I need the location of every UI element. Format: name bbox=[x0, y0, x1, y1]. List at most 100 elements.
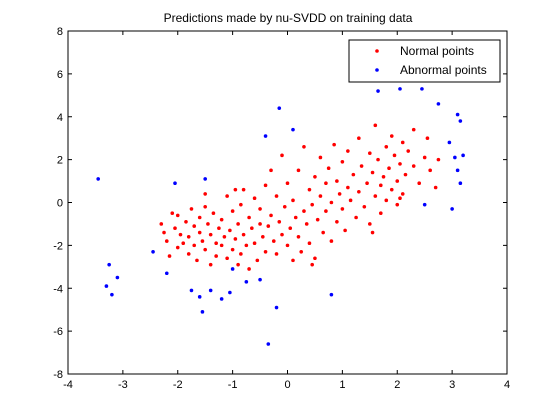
normal-point bbox=[425, 136, 430, 140]
normal-point bbox=[263, 250, 268, 254]
normal-point bbox=[398, 196, 402, 201]
normal-point bbox=[203, 247, 207, 252]
normal-point bbox=[233, 237, 238, 241]
normal-point bbox=[299, 250, 304, 254]
normal-point bbox=[381, 174, 386, 179]
normal-point bbox=[288, 226, 293, 231]
normal-point bbox=[236, 222, 240, 226]
normal-point bbox=[211, 211, 216, 216]
normal-point bbox=[359, 164, 364, 168]
normal-point bbox=[230, 209, 235, 213]
normal-point bbox=[217, 226, 221, 231]
abnormal-point bbox=[420, 87, 424, 91]
normal-point bbox=[244, 243, 249, 248]
normal-point bbox=[266, 224, 271, 228]
normal-point bbox=[189, 207, 194, 211]
normal-point bbox=[291, 258, 295, 263]
normal-point bbox=[282, 204, 287, 209]
normal-point bbox=[318, 194, 323, 198]
normal-point bbox=[255, 258, 260, 263]
normal-point bbox=[389, 134, 394, 138]
normal-point bbox=[346, 185, 350, 190]
abnormal-point bbox=[274, 305, 279, 310]
chart-title: Predictions made by nu-SVDD on training … bbox=[164, 11, 413, 25]
normal-point bbox=[271, 239, 276, 243]
abnormal-point bbox=[115, 275, 120, 280]
x-tick-label: -2 bbox=[173, 379, 183, 391]
abnormal-point bbox=[329, 292, 334, 297]
normal-point bbox=[422, 155, 427, 160]
y-tick-label: 6 bbox=[57, 69, 63, 81]
normal-point bbox=[310, 262, 314, 267]
normal-point bbox=[261, 235, 265, 239]
normal-point bbox=[233, 187, 238, 192]
abnormal-point bbox=[96, 177, 100, 181]
abnormal-point bbox=[291, 127, 295, 132]
normal-point bbox=[252, 241, 257, 246]
legend-label-abnormal: Abnormal points bbox=[400, 63, 487, 77]
normal-point bbox=[181, 241, 186, 246]
abnormal-point bbox=[266, 342, 271, 346]
normal-point bbox=[398, 162, 402, 166]
normal-point bbox=[326, 166, 331, 170]
normal-point bbox=[368, 151, 372, 155]
normal-point bbox=[346, 149, 350, 153]
normal-point bbox=[324, 209, 328, 213]
normal-point bbox=[389, 187, 394, 192]
abnormal-point bbox=[277, 106, 282, 110]
normal-point bbox=[269, 168, 273, 173]
normal-point bbox=[335, 179, 339, 183]
normal-point bbox=[318, 155, 323, 160]
y-tick-label: 4 bbox=[57, 112, 63, 124]
normal-point bbox=[250, 226, 254, 231]
abnormal-point bbox=[203, 177, 207, 181]
normal-point bbox=[228, 228, 232, 233]
abnormal-point bbox=[422, 202, 427, 207]
axis-ticks: -4 -3 -2 -1 0 1 2 3 4 -8 -6 -4 -2 0 2 4 6 8 bbox=[53, 26, 510, 391]
normal-point bbox=[307, 187, 312, 192]
normal-point bbox=[433, 185, 438, 190]
normal-point bbox=[247, 215, 251, 220]
normal-point bbox=[214, 254, 218, 258]
normal-point bbox=[417, 181, 422, 186]
abnormal-point bbox=[107, 262, 111, 267]
normal-point bbox=[403, 172, 408, 177]
normal-point bbox=[263, 183, 268, 188]
x-tick-label: 3 bbox=[449, 379, 455, 391]
abnormal-point bbox=[200, 310, 205, 314]
normal-point bbox=[214, 241, 218, 246]
normal-point bbox=[370, 230, 375, 235]
x-tick-label: 2 bbox=[394, 379, 400, 391]
abnormal-point bbox=[263, 134, 268, 138]
normal-point bbox=[313, 256, 317, 261]
normal-point bbox=[203, 204, 207, 209]
normal-point bbox=[329, 200, 334, 205]
y-tick-label: -2 bbox=[53, 240, 63, 252]
normal-point bbox=[241, 232, 246, 237]
normal-point bbox=[247, 267, 251, 271]
normal-point bbox=[307, 241, 312, 246]
normal-point bbox=[411, 127, 416, 132]
normal-point bbox=[206, 222, 210, 226]
abnormal-point bbox=[173, 181, 177, 186]
normal-point bbox=[302, 144, 306, 149]
normal-point bbox=[274, 194, 279, 198]
normal-point bbox=[373, 123, 378, 128]
normal-point bbox=[173, 226, 177, 231]
normal-point bbox=[332, 142, 336, 147]
normal-point bbox=[321, 230, 325, 235]
normal-point bbox=[252, 196, 257, 201]
normal-point bbox=[436, 157, 441, 162]
normal-point bbox=[178, 232, 183, 237]
normal-point bbox=[335, 219, 339, 224]
abnormal-point bbox=[197, 295, 202, 299]
normal-point bbox=[197, 230, 202, 235]
normal-point bbox=[395, 179, 400, 183]
abnormal-point bbox=[228, 290, 232, 295]
normal-point bbox=[225, 256, 229, 261]
normal-point bbox=[348, 198, 353, 203]
normal-point bbox=[175, 245, 180, 250]
abnormal-point bbox=[450, 207, 454, 211]
legend: Normal points Abnormal points bbox=[348, 39, 501, 83]
